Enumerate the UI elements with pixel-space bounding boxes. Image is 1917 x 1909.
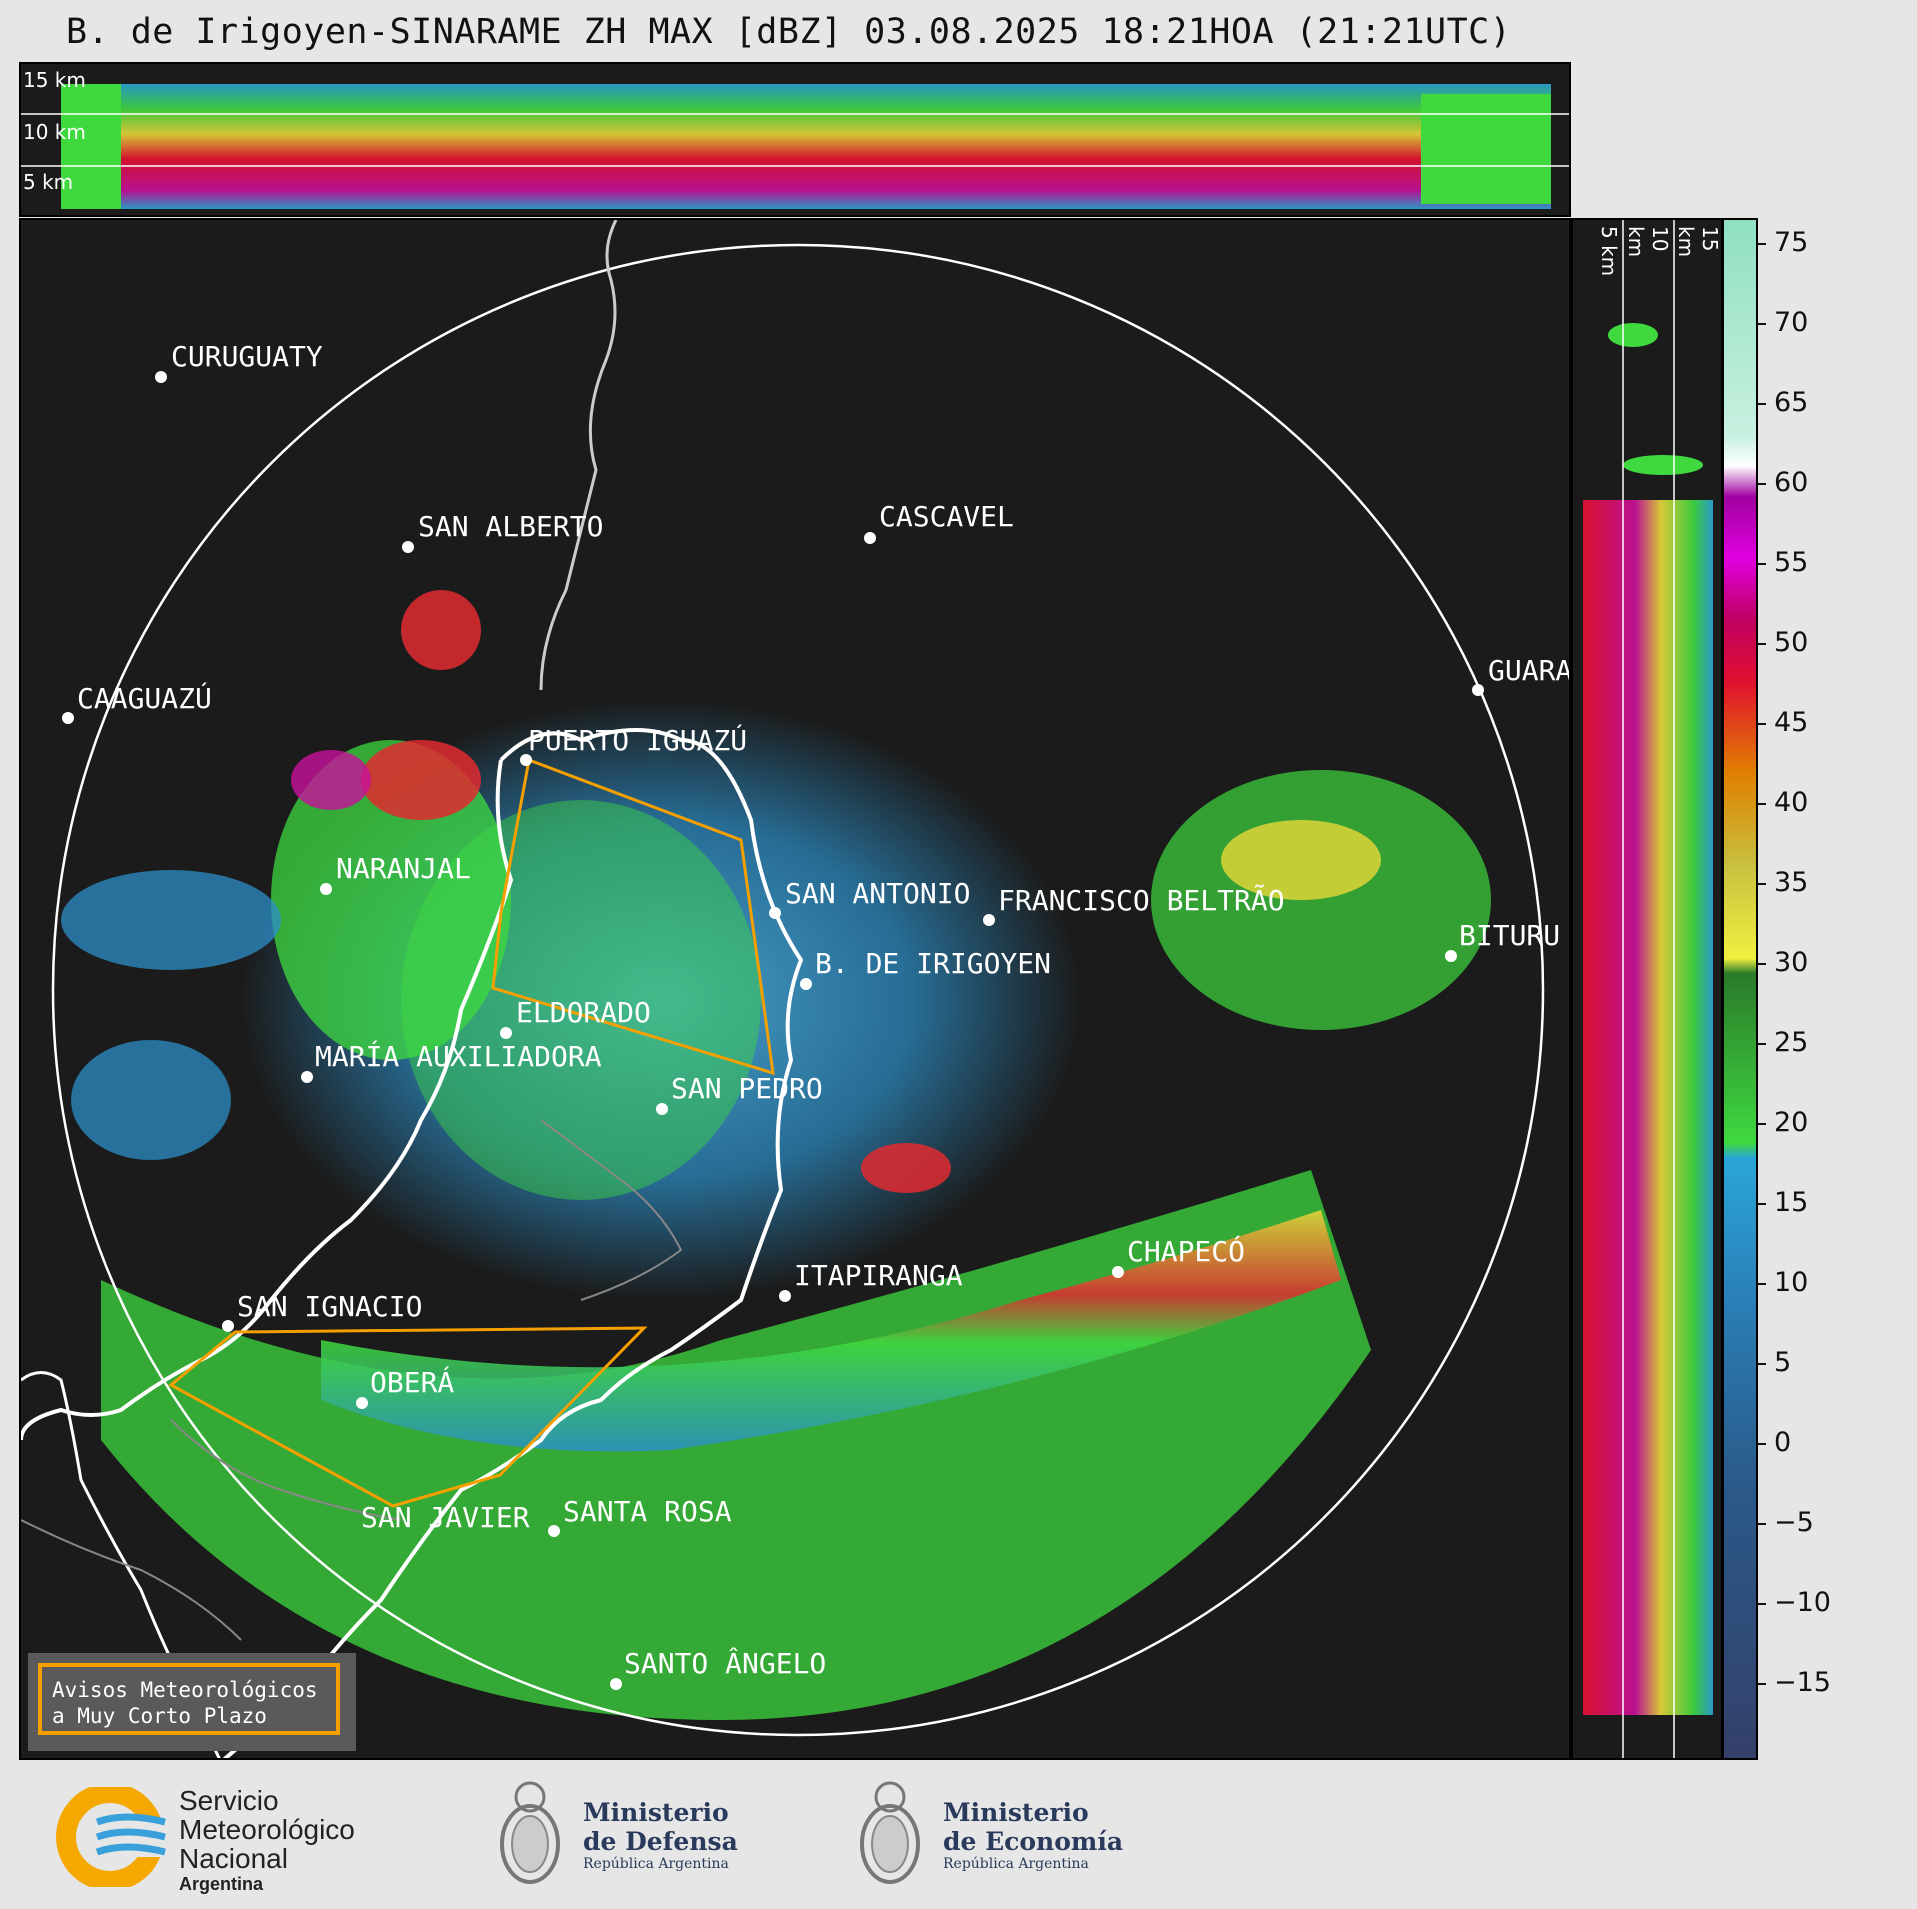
side-km-label-15: 15 km — [1674, 226, 1722, 258]
precipitation-echoes — [61, 590, 1491, 1720]
city-markers — [62, 371, 1484, 1690]
defensa-line2: de Defensa — [583, 1827, 738, 1856]
city-label-san-javier: SAN JAVIER — [361, 1501, 530, 1534]
city-label-guara: GUARA — [1488, 654, 1571, 687]
city-label-itapiranga: ITAPIRANGA — [794, 1259, 963, 1292]
smn-line3: Nacional — [179, 1843, 288, 1874]
side-cross-section-panel: 5 km 10 km 15 km — [1571, 218, 1723, 1760]
colorbar-tick: 70 — [1757, 307, 1808, 338]
city-label-curuguaty: CURUGUATY — [171, 340, 323, 373]
colorbar-tick: 30 — [1757, 947, 1808, 978]
warning-polygons — [168, 757, 775, 1508]
coat-of-arms-icon — [500, 1781, 560, 1884]
colorbar-tick: 10 — [1757, 1267, 1808, 1298]
colorbar-tick: 25 — [1757, 1027, 1808, 1058]
top-km-label-5: 5 km — [23, 170, 74, 194]
colorbar-tick: 40 — [1757, 787, 1808, 818]
colorbar-tick: 55 — [1757, 547, 1808, 578]
colorbar-tick: −10 — [1757, 1587, 1831, 1618]
colorbar-tick: −5 — [1757, 1507, 1814, 1538]
colorbar-tick: 65 — [1757, 387, 1808, 418]
ministerio-defensa-logo: Ministerio de Defensa República Argentin… — [495, 1772, 755, 1897]
economia-line1: Ministerio — [943, 1798, 1089, 1827]
colorbar-tick: 60 — [1757, 467, 1808, 498]
top-km-label-15: 15 km — [23, 68, 86, 92]
colorbar-tick: 45 — [1757, 707, 1808, 738]
defensa-line3: República Argentina — [583, 1856, 729, 1872]
legend-line-1: Avisos Meteorológicos — [52, 1678, 318, 1702]
smn-line2: Meteorológico — [179, 1814, 355, 1845]
colorbar-tick: 5 — [1757, 1347, 1791, 1378]
coat-of-arms-icon — [860, 1781, 920, 1884]
city-label-eldorado: ELDORADO — [516, 996, 651, 1029]
city-labels: CURUGUATY SAN ALBERTO CASCAVEL CAAGUAZÚ … — [77, 340, 1571, 1680]
city-label-francisco-beltrao: FRANCISCO BELTRÃO — [998, 884, 1285, 917]
city-label-naranjal: NARANJAL — [336, 852, 471, 885]
city-label-san-antonio: SAN ANTONIO — [785, 877, 970, 910]
city-label-santa-rosa: SANTA ROSA — [563, 1495, 732, 1528]
colorbar-tick: 20 — [1757, 1107, 1808, 1138]
smn-emblem-icon — [56, 1787, 175, 1887]
colorbar-tick: 75 — [1757, 227, 1808, 258]
defensa-line1: Ministerio — [583, 1798, 729, 1827]
city-label-santo-angelo: SANTO ÂNGELO — [624, 1646, 826, 1680]
colorbar-tick: −15 — [1757, 1667, 1831, 1698]
range-ring — [51, 243, 1545, 1737]
city-label-chapeco: CHAPECÓ — [1127, 1234, 1245, 1268]
city-label-san-ignacio: SAN IGNACIO — [237, 1290, 422, 1323]
city-label-puerto-iguazu: PUERTO IGUAZÚ — [528, 723, 747, 757]
top-km-label-10: 10 km — [23, 120, 86, 144]
smn-logo: Servicio Meteorológico Nacional Argentin… — [55, 1782, 395, 1894]
radar-map[interactable]: CURUGUATY SAN ALBERTO CASCAVEL CAAGUAZÚ … — [19, 218, 1571, 1760]
city-label-obera: OBERÁ — [370, 1365, 454, 1399]
smn-line4: Argentina — [179, 1874, 264, 1894]
colorbar-tick: 35 — [1757, 867, 1808, 898]
city-label-cascavel: CASCAVEL — [879, 500, 1014, 533]
side-km-label-5: 5 km — [1597, 226, 1621, 277]
city-label-san-pedro: SAN PEDRO — [671, 1072, 823, 1105]
smn-line1: Servicio — [179, 1785, 279, 1816]
radar-map-svg: CURUGUATY SAN ALBERTO CASCAVEL CAAGUAZÚ … — [21, 220, 1571, 1758]
city-label-caaguazu: CAAGUAZÚ — [77, 681, 212, 715]
colorbar-tick: 0 — [1757, 1427, 1791, 1458]
colorbar-tick: 15 — [1757, 1187, 1808, 1218]
economia-line2: de Economía — [943, 1827, 1124, 1856]
colorbar-tick: 50 — [1757, 627, 1808, 658]
map-title: B. de Irigoyen-SINARAME ZH MAX [dBZ] 03.… — [66, 12, 1512, 52]
dbz-colorbar — [1722, 218, 1758, 1760]
top-cross-section-panel: 15 km 10 km 5 km — [19, 62, 1571, 217]
warnings-legend-box: Avisos Meteorológicos a Muy Corto Plazo — [28, 1653, 356, 1751]
city-label-b-de-irigoyen: B. DE IRIGOYEN — [815, 947, 1051, 980]
city-label-san-alberto: SAN ALBERTO — [418, 510, 603, 543]
economia-line3: República Argentina — [943, 1856, 1089, 1872]
city-label-maria-auxiliadora: MARÍA AUXILIADORA — [315, 1039, 602, 1073]
ministerio-economia-logo: Ministerio de Economía República Argenti… — [855, 1772, 1135, 1897]
legend-line-2: a Muy Corto Plazo — [52, 1704, 267, 1728]
side-km-label-10: 10 km — [1624, 226, 1672, 258]
city-label-bituru: BITURU — [1459, 919, 1560, 952]
